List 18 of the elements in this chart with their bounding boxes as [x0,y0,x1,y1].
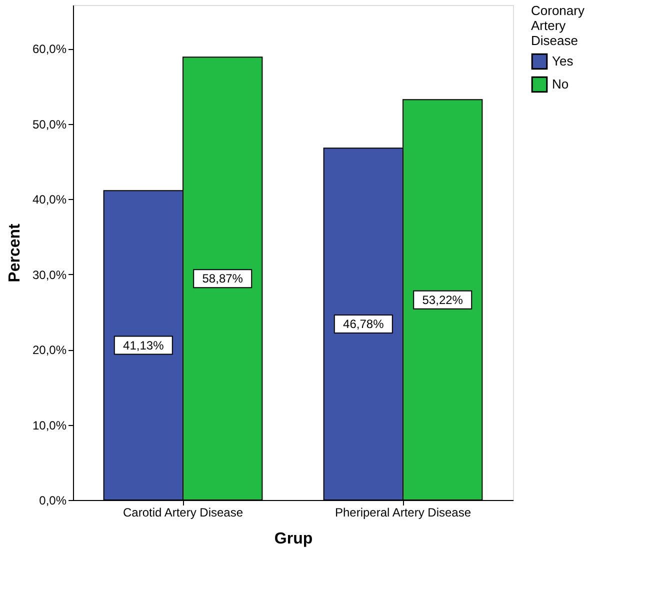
y-tick-label: 20,0% [32,343,67,358]
y-tick-label: 40,0% [32,192,67,207]
data-label: 58,87% [202,272,244,286]
legend-label: Yes [552,54,574,68]
data-label: 53,22% [422,292,464,307]
y-axis-title: Percent [6,222,24,282]
legend-title: Coronary Artery Disease [531,3,585,48]
y-tick-label: 60,0% [32,42,67,56]
x-tick-label: Carotid Artery Disease [122,506,244,520]
y-tick-label: 50,0% [32,117,67,132]
data-label: 46,78% [343,317,384,332]
y-tick-label: 0,0% [39,494,67,508]
legend-label: No [552,76,569,92]
data-label: 41,13% [123,338,164,352]
y-tick-label: 10,0% [32,418,67,432]
x-axis-title: Grup [274,530,313,548]
y-tick-label: 30,0% [32,268,67,282]
x-tick-label: Pheriperal Artery Disease [334,506,472,520]
